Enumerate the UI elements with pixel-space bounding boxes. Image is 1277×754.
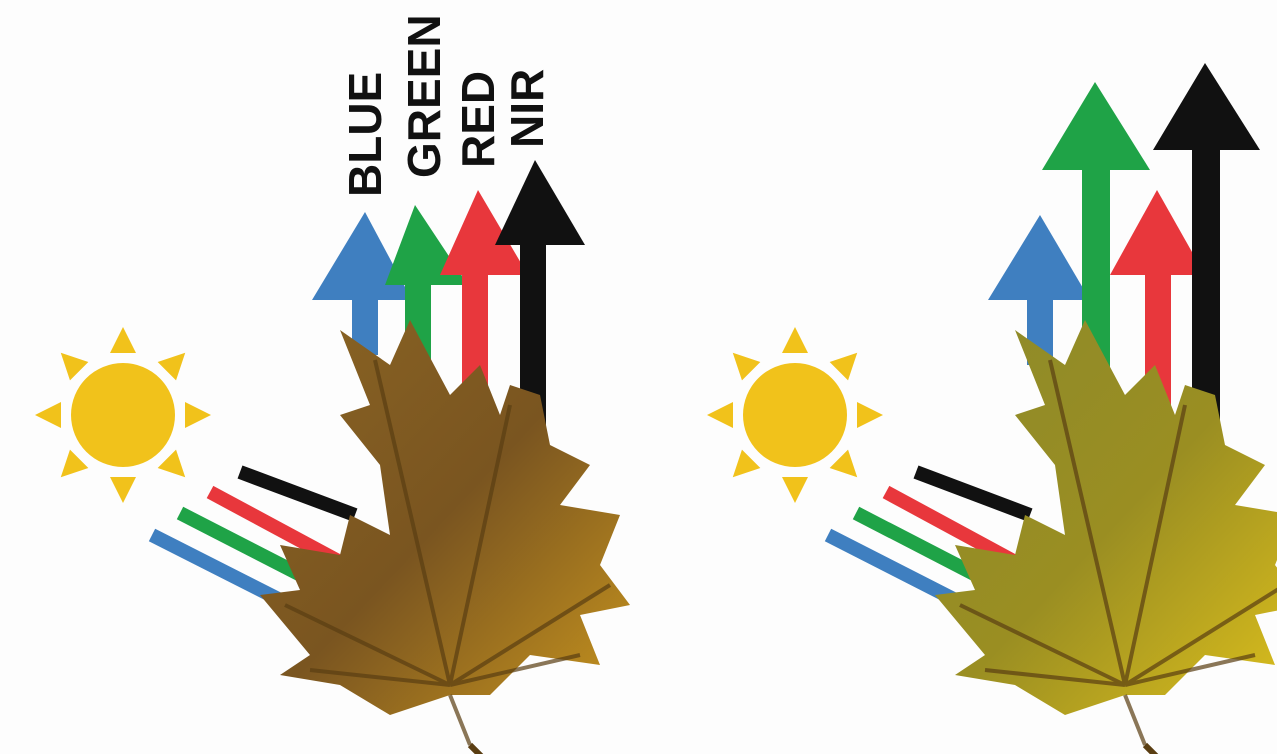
band-label: GREEN <box>398 14 450 178</box>
band-label: NIR <box>501 69 553 148</box>
band-label: BLUE <box>339 72 391 197</box>
brown-leaf <box>260 320 630 754</box>
sun <box>707 327 883 503</box>
band-label: RED <box>452 71 504 168</box>
green-leaf <box>935 320 1277 754</box>
sun <box>35 327 211 503</box>
band-labels: BLUE GREEN RED NIR <box>339 14 553 197</box>
